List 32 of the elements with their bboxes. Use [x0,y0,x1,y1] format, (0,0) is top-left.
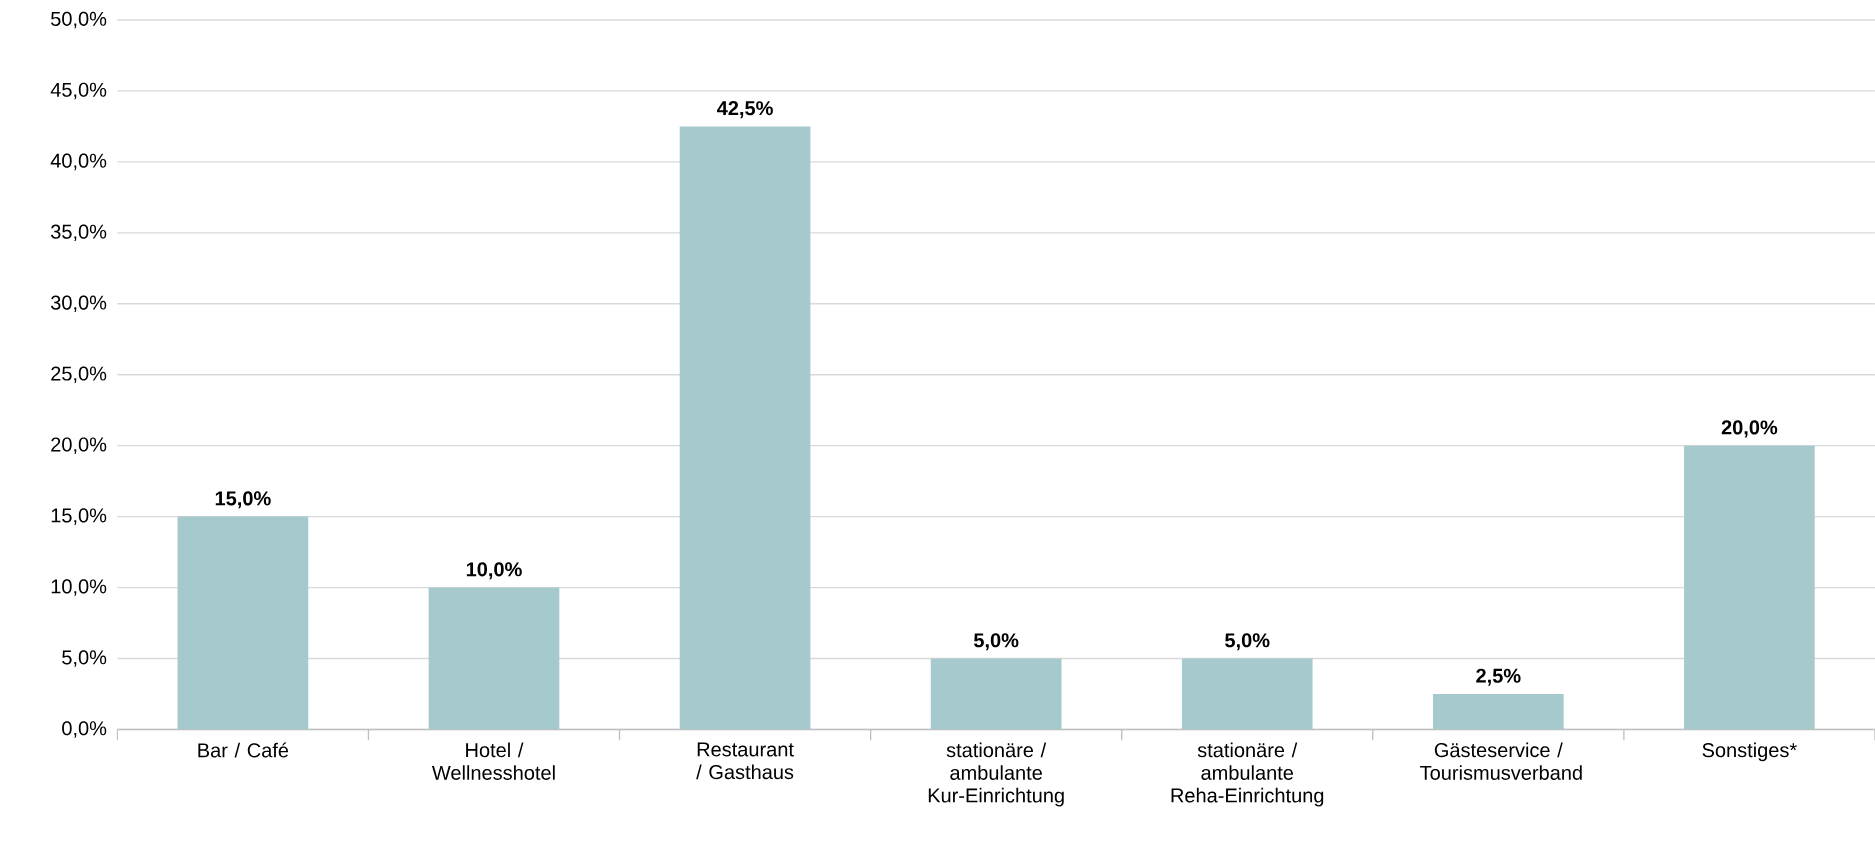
data-label: 10,0% [466,562,522,580]
data-label: 5,0% [973,633,1019,651]
x-tick-label: stationäre / ambulante Reha-Einrichtung [1171,742,1324,807]
data-label: 15,0% [215,491,271,509]
y-tick-label: 5,0% [62,650,107,667]
bar [1432,694,1564,730]
data-label: 20,0% [1721,420,1778,438]
bar [1181,658,1313,730]
x-tick-label: Gästeservice / Tourismusverband [1420,742,1582,780]
y-tick-label: 0,0% [62,721,107,738]
y-tick-label: 20,0% [51,437,107,455]
data-label: 2,5% [1476,668,1521,686]
x-tick-label: Bar / Café [198,742,289,758]
bar [679,126,811,730]
y-tick-label: 50,0% [51,11,107,29]
bar [428,587,560,730]
y-tick-label: 25,0% [51,366,107,384]
x-tick-label: Hotel / Wellnesshotel [431,742,555,780]
y-tick-label: 10,0% [51,579,107,596]
y-tick-label: 45,0% [50,82,107,100]
y-tick-label: 40,0% [50,153,107,171]
x-tick-label: stationäre / ambulante Kur-Einrichtung [928,742,1064,807]
y-tick-label: 35,0% [50,224,107,242]
x-tick-label: Restaurant / Gasthaus [696,742,794,780]
bar [177,516,309,730]
x-tick-label: Sonstiges* [1702,742,1797,762]
y-tick-label: 15,0% [51,508,107,525]
y-tick-label: 30,0% [50,295,107,313]
data-label: 5,0% [1225,633,1270,651]
bar [1684,445,1815,730]
bar [930,658,1062,730]
data-label: 42,5% [717,101,773,119]
